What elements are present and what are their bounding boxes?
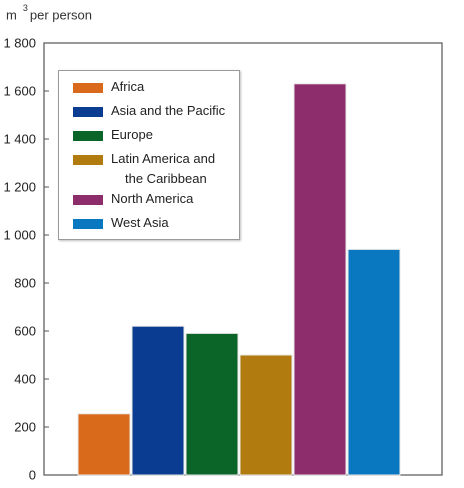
legend-label-latin-america-line2: the Caribbean bbox=[125, 171, 207, 186]
bar-latin-america-and-the-caribbean bbox=[239, 354, 293, 476]
legend-label-africa: Africa bbox=[111, 79, 145, 94]
y-tick-label: 1 000 bbox=[3, 228, 36, 243]
bar-north-america bbox=[293, 83, 347, 476]
legend-swatch-north-america bbox=[73, 195, 103, 205]
y-tick-label: 1 800 bbox=[3, 36, 36, 51]
unit-superscript: 3 bbox=[22, 3, 28, 13]
legend-label-latin-america-line1: Latin America and bbox=[111, 151, 216, 166]
legend-label-north-america: North America bbox=[111, 191, 194, 206]
y-tick-label: 600 bbox=[14, 324, 36, 339]
legend-label-west-asia: West Asia bbox=[111, 215, 169, 230]
legend-label-europe: Europe bbox=[111, 127, 153, 142]
bar-africa bbox=[77, 413, 131, 476]
y-tick-label: 1 600 bbox=[3, 84, 36, 99]
bar-europe bbox=[185, 332, 239, 476]
y-tick-label: 200 bbox=[14, 420, 36, 435]
y-tick-label: 0 bbox=[29, 468, 36, 483]
y-axis-unit-label: m 3 per person bbox=[6, 3, 93, 23]
unit-prefix: m bbox=[6, 7, 17, 23]
bar-asia-and-the-pacific bbox=[131, 325, 185, 476]
legend-label-asia-pacific: Asia and the Pacific bbox=[111, 103, 226, 118]
legend-swatch-europe bbox=[73, 131, 103, 141]
y-tick-label: 1 400 bbox=[3, 132, 36, 147]
unit-suffix: per person bbox=[29, 7, 93, 23]
legend-swatch-west-asia bbox=[73, 219, 103, 229]
y-tick-label: 400 bbox=[14, 372, 36, 387]
legend-swatch-asia-pacific bbox=[73, 107, 103, 117]
legend-swatch-latin-america bbox=[73, 155, 103, 165]
legend-swatch-africa bbox=[73, 83, 103, 93]
y-tick-label: 800 bbox=[14, 276, 36, 291]
bar-west-asia bbox=[347, 248, 401, 476]
y-tick-label: 1 200 bbox=[3, 180, 36, 195]
chart-legend: Africa Asia and the Pacific Europe Latin… bbox=[58, 70, 240, 240]
